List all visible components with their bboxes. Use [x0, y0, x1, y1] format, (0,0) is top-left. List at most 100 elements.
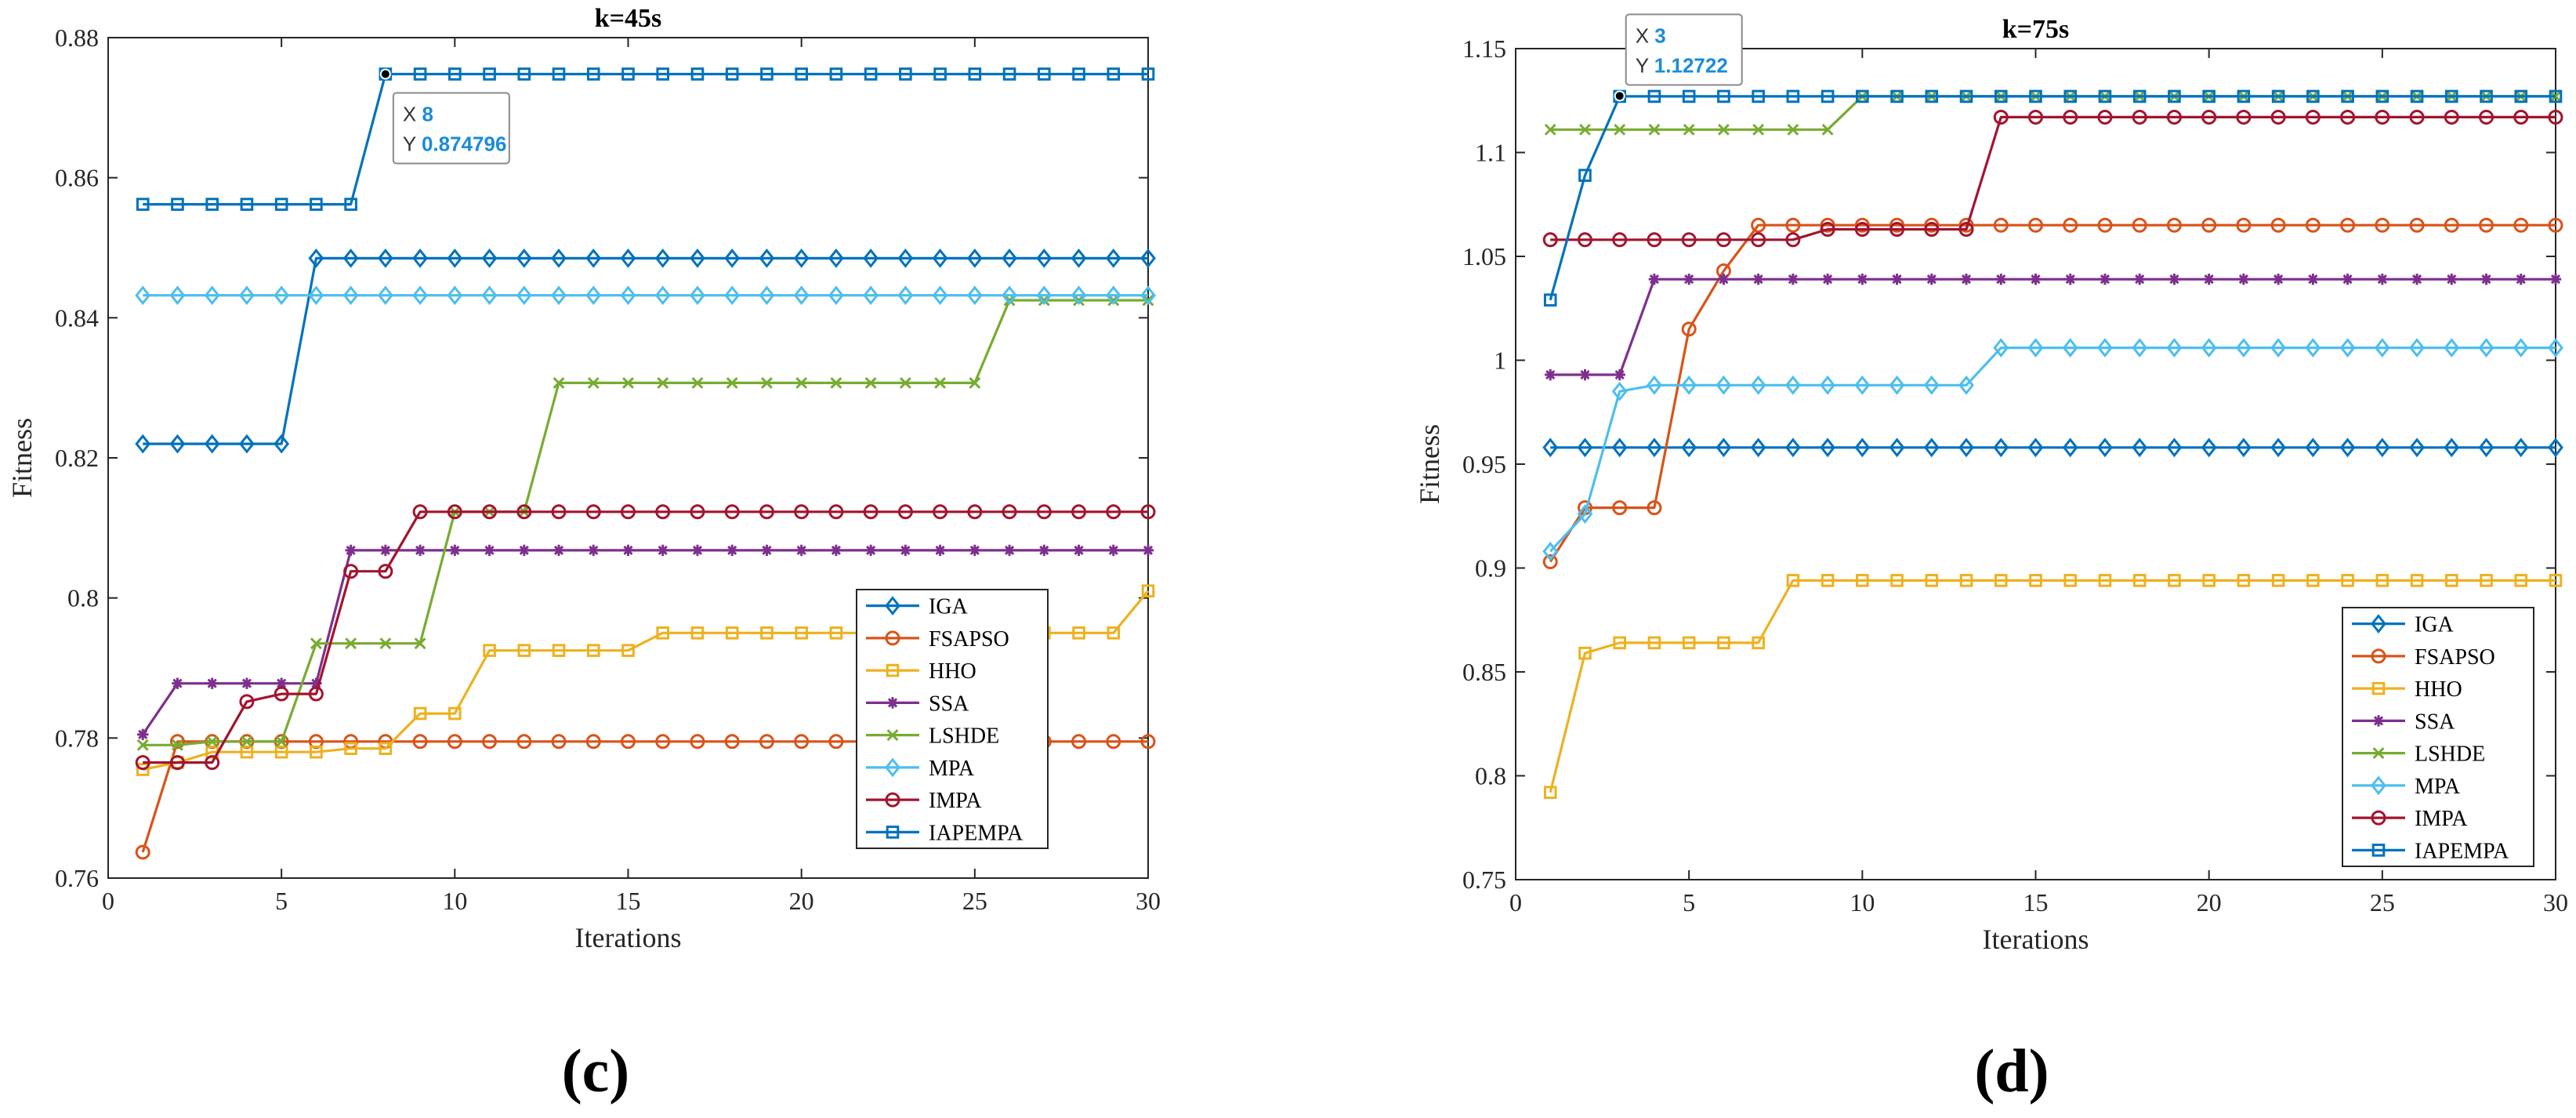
legend-item-impa[interactable]: IMPA: [2352, 807, 2468, 831]
marker-iga-5: [274, 434, 290, 454]
marker-hho-3: [1613, 636, 1626, 650]
marker-lshde-4: [1648, 123, 1661, 136]
marker-hho-12: [1925, 574, 1939, 587]
series-iga: [135, 248, 1156, 454]
datatip[interactable]: X 8 Y 0.874796: [379, 68, 510, 165]
marker-impa-30: [2548, 109, 2563, 125]
marker-lshde-8: [379, 637, 392, 650]
marker-ssa-13: [1960, 273, 1973, 285]
marker-iapempa-29: [1107, 67, 1121, 81]
legend-label: IGA: [2415, 613, 2455, 637]
marker-hho-30: [2549, 574, 2563, 587]
marker-impa-23: [897, 504, 913, 520]
marker-lshde-19: [760, 376, 773, 389]
legend-item-fsapso[interactable]: FSAPSO: [2352, 645, 2495, 670]
legend-item-ssa[interactable]: SSA: [2352, 710, 2455, 734]
marker-hho-17: [690, 626, 705, 640]
marker-hho-22: [2271, 574, 2285, 587]
marker-iga-19: [759, 248, 775, 268]
y-tick-label: 0.84: [55, 303, 99, 332]
marker-legend-lshde-1: [2372, 747, 2385, 760]
marker-iga-6: [308, 248, 324, 268]
legend-item-lshde[interactable]: LSHDE: [2352, 742, 2485, 767]
marker-impa-20: [2201, 109, 2217, 125]
marker-ssa-13: [553, 544, 565, 557]
marker-mpa-22: [863, 285, 879, 306]
y-tick-label: 0.82: [55, 444, 99, 472]
marker-iapempa-10: [1856, 89, 1869, 103]
legend-item-impa[interactable]: IMPA: [866, 789, 982, 813]
legend: IGA FSAPSO HHO SSA LSHDE MPA IMPA IAPEMPA: [2342, 607, 2534, 867]
legend-item-lshde[interactable]: LSHDE: [866, 724, 999, 749]
legend-item-hho[interactable]: HHO: [2352, 677, 2462, 702]
marker-iapempa-21: [829, 67, 843, 81]
legend-item-iapempa[interactable]: IAPEMPA: [2352, 839, 2509, 863]
marker-legend-hho-1: [886, 663, 900, 677]
marker-iapempa-20: [2202, 89, 2216, 103]
marker-ssa-21: [830, 544, 842, 557]
chart-title: k=45s: [595, 4, 662, 33]
marker-ssa-23: [2307, 273, 2319, 285]
marker-ssa-7: [345, 544, 357, 557]
marker-impa-2: [169, 755, 185, 771]
marker-fsapso-16: [655, 734, 671, 750]
legend-label: LSHDE: [2415, 742, 2485, 767]
marker-mpa-7: [342, 285, 359, 306]
x-tick-label: 10: [442, 887, 467, 915]
marker-mpa-23: [897, 285, 914, 306]
marker-mpa-10: [1854, 375, 1871, 395]
marker-impa-26: [2409, 109, 2425, 125]
marker-iapempa-2: [1578, 169, 1592, 182]
marker-lshde-30: [1142, 294, 1154, 307]
marker-hho-16: [656, 626, 670, 640]
marker-ssa-28: [2480, 273, 2492, 285]
marker-impa-29: [1106, 504, 1121, 520]
marker-mpa-15: [2027, 338, 2044, 358]
legend-item-ssa[interactable]: SSA: [866, 691, 969, 716]
datatip[interactable]: X 3 Y 1.12722: [1614, 13, 1743, 102]
legend-item-iga[interactable]: IGA: [2352, 613, 2455, 637]
marker-hho-29: [1107, 626, 1121, 640]
marker-iapempa-6: [310, 198, 323, 211]
marker-iapempa-25: [968, 67, 982, 81]
legend-item-mpa[interactable]: MPA: [866, 757, 975, 781]
marker-ssa-6: [310, 677, 322, 689]
marker-ssa-28: [1073, 544, 1085, 557]
marker-lshde-4: [241, 735, 253, 748]
marker-mpa-16: [2062, 338, 2078, 358]
legend-item-mpa[interactable]: MPA: [2352, 775, 2461, 799]
marker-hho-23: [2306, 574, 2320, 587]
legend-item-hho[interactable]: HHO: [866, 659, 976, 684]
marker-mpa-21: [828, 285, 844, 306]
marker-iga-19: [2166, 437, 2183, 458]
marker-iapempa-15: [621, 67, 635, 81]
chart-panel-d: 0 5 10 15 20 25 30 0.75 0.8 0.85 0.9 0.95 1 1.05 1.1 1.…: [1414, 13, 2568, 1105]
marker-mpa-18: [2132, 338, 2148, 358]
legend-item-fsapso[interactable]: FSAPSO: [866, 627, 1009, 652]
legend-item-iapempa[interactable]: IAPEMPA: [866, 821, 1024, 845]
marker-fsapso-18: [724, 734, 740, 750]
marker-hho-18: [725, 626, 739, 640]
marker-impa-5: [1681, 232, 1697, 248]
marker-mpa-15: [620, 285, 636, 306]
marker-ssa-24: [934, 544, 946, 557]
marker-iapempa-24: [933, 67, 947, 81]
marker-iga-4: [239, 434, 255, 454]
marker-hho-26: [2410, 574, 2424, 587]
marker-mpa-12: [1923, 375, 1940, 395]
marker-iga-7: [1750, 437, 1766, 458]
marker-ssa-30: [1142, 544, 1154, 557]
marker-impa-22: [2270, 109, 2286, 125]
marker-mpa-24: [2339, 338, 2356, 358]
marker-ssa-20: [2203, 273, 2215, 285]
marker-fsapso-3: [1612, 500, 1628, 516]
series-fsapso: [1542, 217, 2563, 570]
legend-item-iga[interactable]: IGA: [866, 595, 969, 619]
series-impa: [135, 504, 1156, 771]
marker-impa-27: [1036, 504, 1052, 520]
marker-mpa-2: [1577, 504, 1593, 525]
marker-ssa-18: [2134, 273, 2146, 285]
marker-iga-20: [793, 248, 810, 268]
marker-legend-mpa-1: [885, 757, 900, 778]
series-hho: [1543, 574, 2563, 800]
